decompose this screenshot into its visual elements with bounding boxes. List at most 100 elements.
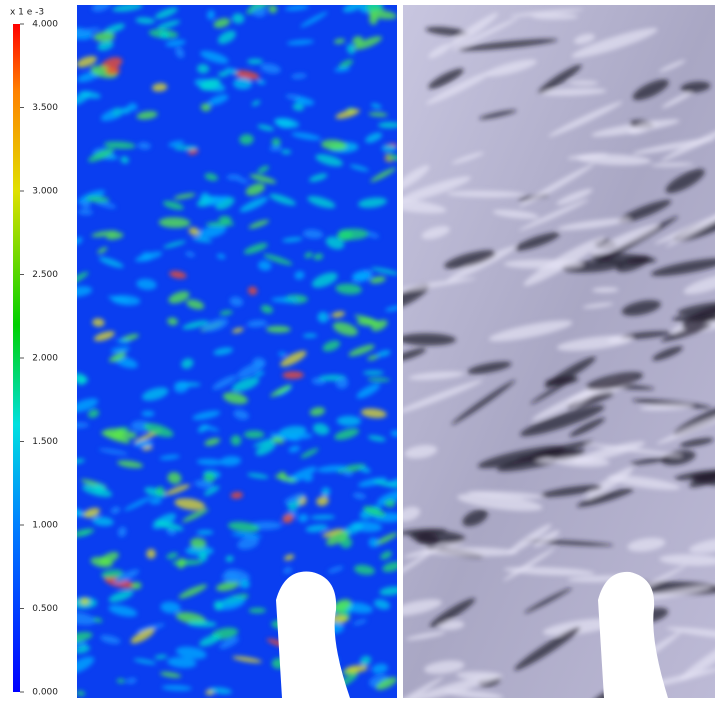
texture-blob bbox=[286, 39, 315, 46]
texture-blob bbox=[77, 209, 93, 216]
texture-blob bbox=[256, 79, 266, 85]
texture-blob bbox=[243, 242, 268, 255]
texture-blob bbox=[101, 569, 124, 579]
texture-blob bbox=[110, 506, 121, 514]
texture-blob bbox=[247, 286, 258, 295]
texture-blob bbox=[114, 569, 140, 584]
texture-blob bbox=[304, 252, 313, 259]
texture-blob bbox=[239, 196, 268, 213]
texture-blob bbox=[98, 256, 124, 268]
texture-blob bbox=[332, 321, 358, 336]
texture-blob bbox=[108, 589, 134, 603]
texture-streak bbox=[428, 43, 451, 59]
texture-blob bbox=[174, 381, 189, 393]
texture-blob bbox=[105, 66, 121, 76]
colorbar-tick-label: 2.000 bbox=[32, 354, 58, 364]
texture-streak bbox=[640, 585, 712, 601]
texture-blob bbox=[322, 340, 341, 352]
texture-streak bbox=[456, 671, 503, 681]
texture-blob bbox=[311, 272, 338, 288]
texture bbox=[77, 5, 397, 698]
texture-blob bbox=[175, 47, 185, 59]
texture-streak bbox=[571, 28, 658, 58]
texture-blob bbox=[165, 484, 191, 496]
texture-blob bbox=[260, 304, 273, 314]
texture-blob bbox=[103, 23, 125, 35]
texture-streak bbox=[652, 346, 683, 361]
texture-blob bbox=[359, 655, 372, 666]
texture-blob bbox=[181, 358, 194, 369]
texture-blob bbox=[294, 270, 305, 280]
texture-blob bbox=[374, 599, 390, 610]
texture-streak bbox=[524, 587, 572, 614]
texture-blob bbox=[77, 656, 95, 674]
texture-blob bbox=[345, 602, 373, 614]
texture-streak bbox=[446, 190, 525, 198]
texture-blob bbox=[245, 183, 265, 196]
texture-streak bbox=[408, 674, 500, 698]
texture-streak bbox=[492, 209, 539, 219]
texture-blob bbox=[165, 39, 186, 47]
texture-blob bbox=[166, 552, 179, 559]
texture-blob bbox=[217, 30, 236, 44]
texture-blob bbox=[213, 347, 233, 356]
texture-blob bbox=[88, 148, 115, 163]
texture-blob bbox=[143, 423, 174, 438]
texture-streak bbox=[542, 618, 618, 636]
texture-blob bbox=[263, 254, 293, 266]
texture-streak bbox=[467, 361, 512, 374]
texture-blob bbox=[249, 174, 277, 184]
texture-blob bbox=[313, 253, 324, 261]
texture-blob bbox=[93, 31, 116, 42]
texture-blob bbox=[247, 473, 269, 479]
texture-streak bbox=[658, 59, 686, 73]
texture-blob bbox=[255, 441, 276, 456]
texture-streak bbox=[502, 548, 556, 582]
texture-blob bbox=[112, 5, 143, 12]
texture-blob bbox=[335, 283, 362, 295]
texture-blob bbox=[305, 524, 329, 533]
texture-streak bbox=[429, 598, 476, 628]
texture-blob bbox=[178, 584, 208, 599]
texture-blob bbox=[333, 38, 346, 44]
texture-blob bbox=[322, 528, 344, 538]
texture-streak bbox=[683, 273, 715, 295]
texture-blob bbox=[282, 237, 303, 243]
texture-blob bbox=[252, 6, 267, 17]
texture-streak bbox=[632, 79, 669, 101]
texture-streak bbox=[485, 59, 537, 77]
colorbar-tick-label: 3.500 bbox=[32, 103, 58, 113]
texture-blob bbox=[169, 270, 187, 279]
texture-blob bbox=[365, 132, 383, 143]
texture-blob bbox=[173, 193, 196, 200]
texture-streak bbox=[548, 101, 623, 137]
texture-blob bbox=[97, 247, 108, 254]
texture-streak bbox=[530, 376, 576, 405]
texture-blob bbox=[109, 352, 127, 363]
texture-blob bbox=[218, 215, 232, 224]
texture-blob bbox=[134, 440, 154, 448]
texture-blob bbox=[135, 17, 156, 24]
texture-blob bbox=[265, 325, 291, 333]
texture-blob bbox=[371, 663, 388, 674]
texture-blob bbox=[309, 173, 328, 182]
texture-blob bbox=[300, 448, 319, 459]
texture-blob bbox=[200, 103, 212, 112]
texture-blob bbox=[161, 685, 192, 691]
texture-streak bbox=[665, 200, 715, 248]
texture-blob bbox=[268, 5, 278, 14]
colorbar-tick-label: 3.000 bbox=[32, 187, 58, 197]
texture-blob bbox=[185, 546, 214, 556]
texture-blob bbox=[123, 496, 152, 511]
texture-blob bbox=[154, 654, 168, 660]
texture-blob bbox=[239, 134, 254, 145]
texture-blob bbox=[229, 296, 244, 307]
colorbar-tick-label: 2.500 bbox=[32, 270, 58, 280]
texture-streak bbox=[403, 333, 457, 346]
texture-blob bbox=[257, 165, 269, 174]
texture-blob bbox=[338, 59, 354, 69]
texture-blob bbox=[222, 392, 248, 405]
texture-blob bbox=[215, 581, 240, 592]
texture-blob bbox=[356, 383, 381, 399]
texture-blob bbox=[272, 436, 285, 444]
